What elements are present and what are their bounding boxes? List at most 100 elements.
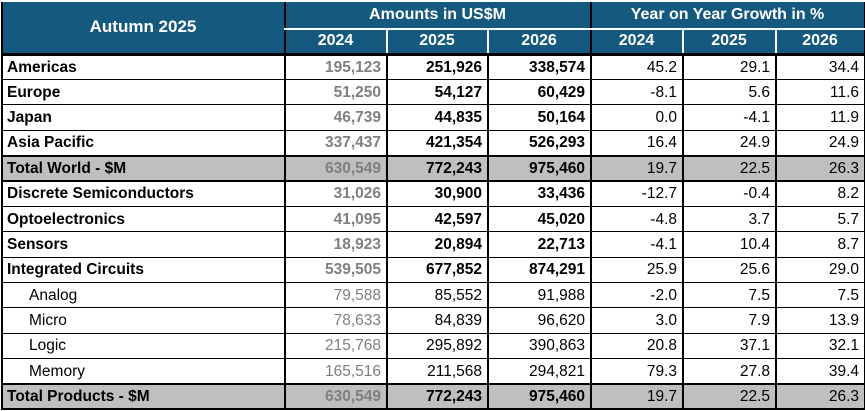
amount-2024-cell: 165,516 — [284, 358, 387, 385]
table-row: Americas 195,123 251,926 338,574 45.2 29… — [2, 54, 865, 80]
growth-2026-cell: 26.3 — [774, 383, 865, 411]
growth-2024-cell: 3.0 — [590, 307, 683, 334]
amount-2025-cell: 251,926 — [386, 54, 488, 80]
table-row-total-products: Total Products - $M 630,549 772,243 975,… — [2, 383, 865, 411]
year-header-row: 2024 2025 2026 2024 2025 2026 — [2, 29, 865, 56]
amount-2026-cell: 96,620 — [487, 307, 591, 334]
table-row: Optoelectronics 41,095 42,597 45,020 -4.… — [2, 206, 865, 233]
amount-2026-cell: 50,164 — [487, 104, 591, 131]
growth-section-header: Year on Year Growth in % — [589, 2, 865, 30]
amount-2024-cell: 78,633 — [284, 307, 387, 334]
section-header-row: Autumn 2025 Amounts in US$M Year on Year… — [2, 2, 865, 56]
table-row: Integrated Circuits 539,505 677,852 874,… — [2, 257, 865, 284]
growth-2025-cell: 3.7 — [682, 206, 776, 233]
growth-2024-cell: 19.7 — [590, 154, 683, 182]
growth-2025-cell: 10.4 — [682, 231, 776, 258]
growth-2024-cell: 16.4 — [590, 130, 683, 157]
row-label: Logic — [2, 333, 285, 360]
growth-2026-cell: 39.4 — [774, 358, 865, 385]
amount-2026-cell: 338,574 — [487, 54, 591, 80]
row-label: Micro — [2, 307, 285, 334]
table-row: Discrete Semiconductors 31,026 30,900 33… — [2, 180, 865, 207]
amount-2026-cell: 45,020 — [487, 206, 591, 233]
growth-2026-cell: 26.3 — [774, 154, 865, 182]
table-header: Autumn 2025 Amounts in US$M Year on Year… — [2, 2, 865, 56]
growth-2024-cell: 20.8 — [590, 333, 683, 360]
growth-2025-cell: 7.9 — [682, 307, 776, 334]
growth-2024-cell: 25.9 — [590, 257, 683, 284]
growth-2025-cell: 7.5 — [682, 282, 776, 309]
growth-2024-cell: -2.0 — [590, 282, 683, 309]
row-label: Discrete Semiconductors — [2, 180, 285, 207]
growth-2026-cell: 11.9 — [774, 104, 865, 131]
growth-2026-cell: 7.5 — [774, 282, 865, 309]
table-row: Japan 46,739 44,835 50,164 0.0 -4.1 11.9 — [2, 104, 865, 131]
amount-2025-cell: 44,835 — [386, 104, 488, 131]
growth-2024-cell: -4.1 — [590, 231, 683, 258]
amount-2024-cell: 46,739 — [284, 104, 387, 131]
growth-year-2025-header: 2025 — [682, 29, 776, 56]
growth-2025-cell: 24.9 — [682, 130, 776, 157]
growth-2026-cell: 11.6 — [774, 79, 865, 106]
table-row: Europe 51,250 54,127 60,429 -8.1 5.6 11.… — [2, 79, 865, 106]
growth-2024-cell: -8.1 — [590, 79, 683, 106]
growth-2025-cell: 5.6 — [682, 79, 776, 106]
amount-2025-cell: 30,900 — [386, 180, 488, 207]
amount-2024-cell: 51,250 — [284, 79, 387, 106]
growth-2026-cell: 8.2 — [774, 180, 865, 207]
amount-2026-cell: 91,988 — [487, 282, 591, 309]
row-label: Total World - $M — [2, 154, 285, 182]
growth-2026-cell: 24.9 — [774, 130, 865, 157]
table-row-sub: Micro 78,633 84,839 96,620 3.0 7.9 13.9 — [2, 307, 865, 334]
amount-2025-cell: 295,892 — [386, 333, 488, 360]
row-label: Sensors — [2, 231, 285, 258]
amount-2024-cell: 79,588 — [284, 282, 387, 309]
amount-2025-cell: 772,243 — [386, 383, 488, 411]
growth-2025-cell: 25.6 — [682, 257, 776, 284]
amount-2024-cell: 630,549 — [284, 383, 387, 411]
growth-year-2024-header: 2024 — [590, 29, 683, 56]
amount-2026-cell: 60,429 — [487, 79, 591, 106]
table-row: Asia Pacific 337,437 421,354 526,293 16.… — [2, 130, 865, 157]
amount-2026-cell: 294,821 — [487, 358, 591, 385]
amount-2024-cell: 195,123 — [284, 54, 387, 80]
amount-2026-cell: 874,291 — [487, 257, 591, 284]
growth-2024-cell: -12.7 — [590, 180, 683, 207]
row-label: Total Products - $M — [2, 383, 285, 411]
amount-2024-cell: 630,549 — [284, 154, 387, 182]
amount-2024-cell: 31,026 — [284, 180, 387, 207]
row-label: Optoelectronics — [2, 206, 285, 233]
row-label: Americas — [2, 54, 285, 80]
table-row-total-world: Total World - $M 630,549 772,243 975,460… — [2, 154, 865, 182]
table-title: Autumn 2025 — [2, 2, 285, 56]
growth-2025-cell: 37.1 — [682, 333, 776, 360]
growth-2026-cell: 5.7 — [774, 206, 865, 233]
growth-year-2026-header: 2026 — [774, 29, 865, 56]
row-label: Asia Pacific — [2, 130, 285, 157]
growth-2024-cell: -4.8 — [590, 206, 683, 233]
growth-2026-cell: 29.0 — [774, 257, 865, 284]
growth-2025-cell: 27.8 — [682, 358, 776, 385]
amount-2024-cell: 215,768 — [284, 333, 387, 360]
amounts-section-header: Amounts in US$M — [284, 2, 591, 30]
amount-2025-cell: 211,568 — [386, 358, 488, 385]
amount-2026-cell: 33,436 — [487, 180, 591, 207]
row-label: Analog — [2, 282, 285, 309]
amounts-year-2025-header: 2025 — [386, 29, 488, 56]
amount-2024-cell: 337,437 — [284, 130, 387, 157]
row-label: Europe — [2, 79, 285, 106]
growth-2025-cell: 29.1 — [682, 54, 776, 80]
growth-2024-cell: 45.2 — [590, 54, 683, 80]
growth-2024-cell: 79.3 — [590, 358, 683, 385]
table-body: Americas 195,123 251,926 338,574 45.2 29… — [2, 54, 865, 411]
amount-2025-cell: 772,243 — [386, 154, 488, 182]
amount-2025-cell: 42,597 — [386, 206, 488, 233]
amounts-year-2024-header: 2024 — [284, 29, 387, 56]
amount-2025-cell: 54,127 — [386, 79, 488, 106]
growth-2024-cell: 19.7 — [590, 383, 683, 411]
amount-2025-cell: 421,354 — [386, 130, 488, 157]
growth-2026-cell: 34.4 — [774, 54, 865, 80]
amount-2026-cell: 22,713 — [487, 231, 591, 258]
row-label: Japan — [2, 104, 285, 131]
